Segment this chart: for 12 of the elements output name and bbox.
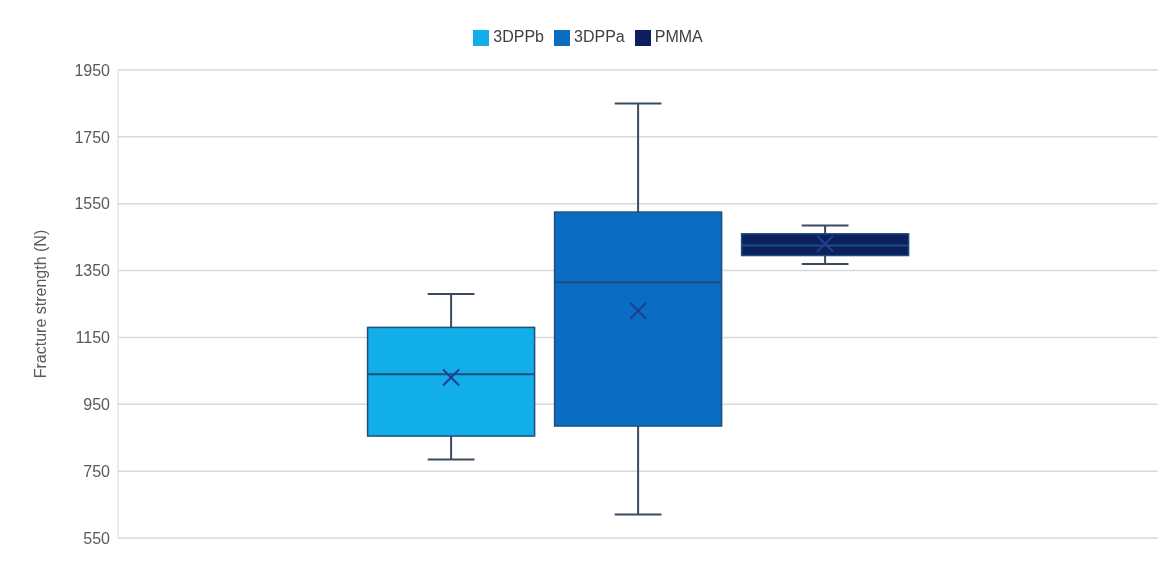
y-tick-label: 1750 <box>74 128 111 146</box>
y-axis-title: Fracture strength (N) <box>31 229 49 379</box>
y-tick-label: 950 <box>83 395 111 413</box>
y-tick-label: 1150 <box>75 329 111 347</box>
legend-label: PMMA <box>654 28 703 45</box>
legend-label: 3DPPb <box>493 28 544 45</box>
y-tick-label: 1350 <box>74 262 111 280</box>
y-tick-label: 750 <box>83 462 111 480</box>
y-tick-label: 550 <box>83 529 111 547</box>
legend-label: 3DPPa <box>574 28 625 45</box>
y-tick-label: 1550 <box>74 195 111 213</box>
y-tick-label: 1950 <box>74 61 111 79</box>
